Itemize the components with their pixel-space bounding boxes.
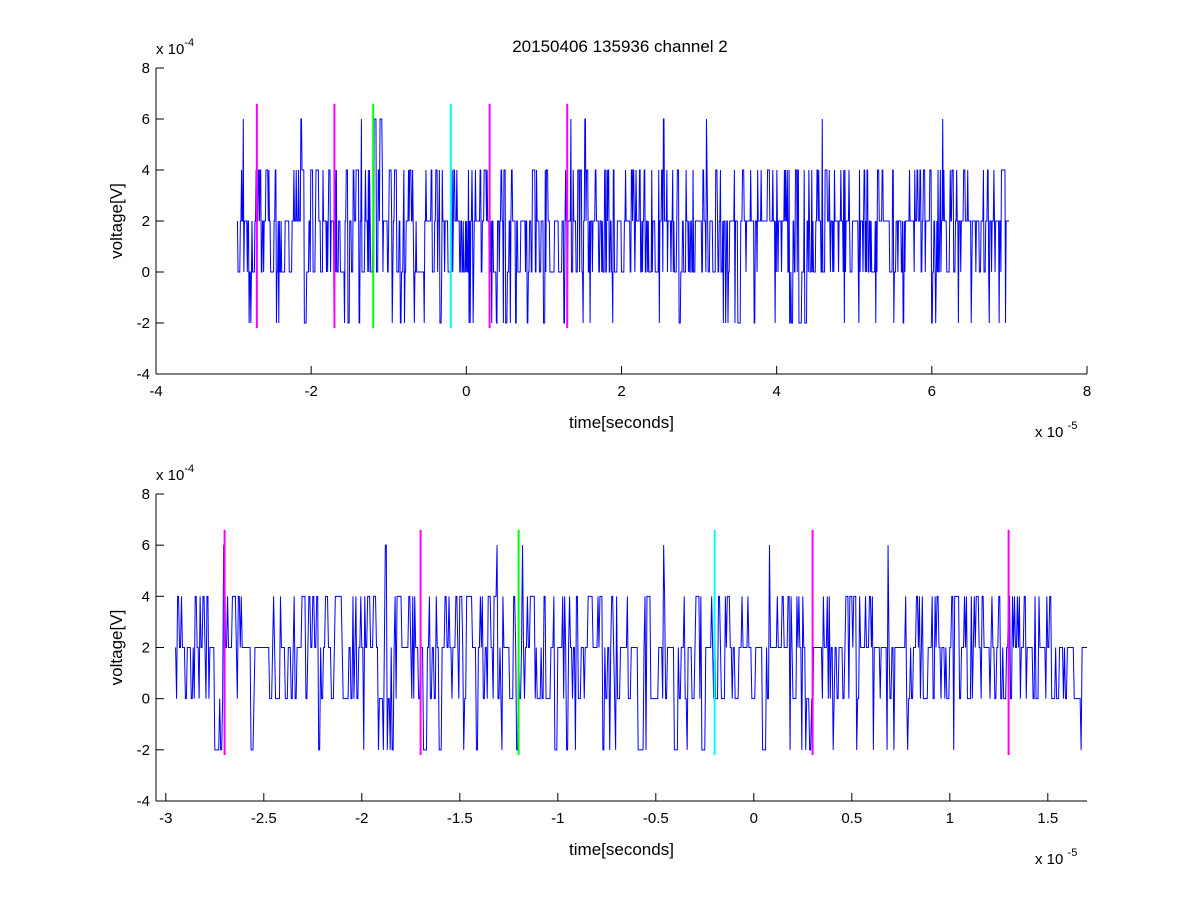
x-scale-exponent: -5 <box>1068 420 1078 432</box>
x-tick-label: -2.5 <box>251 810 277 827</box>
x-tick-label: 1 <box>946 810 954 827</box>
x-scale-exponent: -5 <box>1068 847 1078 859</box>
y-scale-exponent: -4 <box>184 37 194 49</box>
x-tick-label: 6 <box>928 383 936 400</box>
y-tick-label: 8 <box>142 486 150 503</box>
y-axis-label: voltage[V] <box>107 183 126 259</box>
y-tick-label: 0 <box>142 691 150 708</box>
y-scale-exponent: -4 <box>184 463 194 475</box>
x-tick-label: 0 <box>750 810 758 827</box>
x-axis-label: time[seconds] <box>569 840 674 859</box>
x-tick-label: 2 <box>617 383 625 400</box>
x-tick-label: 8 <box>1083 383 1091 400</box>
y-tick-label: 4 <box>142 162 150 179</box>
y-tick-label: 2 <box>142 640 150 657</box>
y-tick-label: 4 <box>142 588 150 605</box>
y-tick-label: -2 <box>137 742 150 759</box>
top-axes: -4 -2 0 2 4 6 8 -4 -2 0 2 4 6 8 time[seconds] voltage[V… <box>107 37 1091 441</box>
y-tick-label: -4 <box>137 793 150 810</box>
x-tick-label: -2 <box>355 810 368 827</box>
bottom-axes: -3 -2.5 -2 -1.5 -1 -0.5 0 0.5 1 1.5 -4 -2 0 2 4 6 8 time[… <box>107 463 1087 868</box>
y-tick-label: 6 <box>142 111 150 128</box>
x-tick-label: -2 <box>304 383 317 400</box>
x-tick-label: -3 <box>159 810 172 827</box>
x-tick-label: 0.5 <box>841 810 862 827</box>
signal-trace <box>236 118 1010 324</box>
x-tick-label: -0.5 <box>643 810 669 827</box>
signal-trace <box>175 544 1087 751</box>
x-tick-label: 0 <box>462 383 470 400</box>
y-tick-label: 0 <box>142 264 150 281</box>
y-tick-label: 2 <box>142 213 150 230</box>
y-tick-label: 6 <box>142 537 150 554</box>
x-scale-multiplier: x 10 -5 <box>1035 420 1077 441</box>
x-tick-label: -1 <box>551 810 564 827</box>
x-axis-label: time[seconds] <box>569 413 674 432</box>
y-tick-label: -2 <box>137 315 150 332</box>
x-tick-label: 4 <box>772 383 780 400</box>
x-tick-label: 1.5 <box>1037 810 1058 827</box>
y-axis-label: voltage[V] <box>107 610 126 686</box>
x-tick-label: -1.5 <box>447 810 473 827</box>
y-tick-label: -4 <box>137 366 150 383</box>
y-tick-label: 8 <box>142 60 150 77</box>
x-scale-multiplier: x 10 -5 <box>1035 847 1077 868</box>
chart-title: 20150406 135936 channel 2 <box>512 37 728 56</box>
x-tick-label: -4 <box>149 383 162 400</box>
